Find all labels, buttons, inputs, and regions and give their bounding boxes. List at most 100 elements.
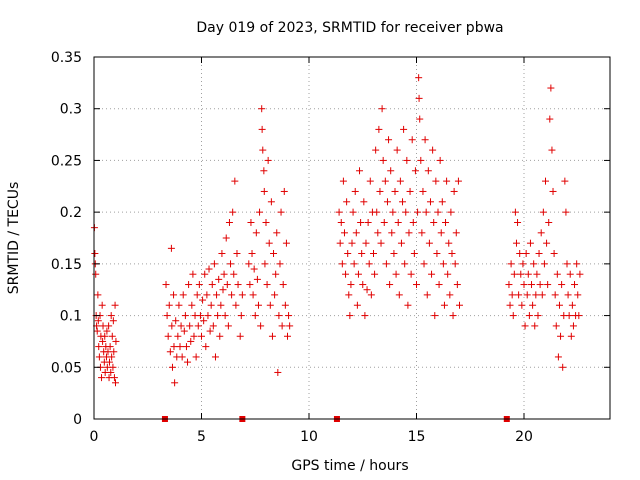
data-point	[508, 291, 516, 299]
data-point	[351, 187, 359, 195]
data-point	[519, 260, 527, 268]
data-point	[349, 208, 357, 216]
data-point	[252, 229, 260, 237]
data-point	[223, 281, 231, 289]
data-point	[569, 322, 577, 330]
data-point	[367, 291, 375, 299]
data-point	[370, 250, 377, 258]
y-tick-label: 0.25	[51, 153, 82, 169]
data-point	[431, 312, 439, 320]
data-point	[348, 239, 356, 247]
data-point	[545, 218, 553, 226]
data-point	[571, 281, 579, 289]
data-point	[176, 343, 184, 351]
data-point	[182, 343, 190, 351]
data-point	[286, 322, 294, 330]
data-point	[201, 270, 209, 278]
data-point	[179, 291, 187, 299]
data-point	[562, 208, 570, 216]
data-point	[336, 239, 344, 247]
data-point	[413, 281, 420, 289]
data-point	[210, 260, 218, 268]
data-point	[98, 374, 106, 382]
data-point	[338, 260, 346, 268]
data-point	[387, 167, 395, 175]
data-point	[419, 187, 427, 195]
data-point	[400, 125, 408, 133]
data-point	[526, 239, 534, 247]
data-point	[222, 234, 230, 242]
data-point	[454, 177, 462, 185]
data-point	[361, 312, 369, 320]
data-point	[262, 218, 270, 226]
data-point	[346, 312, 354, 320]
data-point	[233, 250, 241, 258]
data-point	[424, 167, 432, 175]
data-point	[548, 146, 556, 154]
data-point	[284, 332, 291, 340]
data-point	[276, 260, 284, 268]
data-point	[257, 322, 265, 330]
data-point	[91, 250, 99, 258]
data-point	[225, 218, 233, 226]
data-point	[416, 115, 424, 123]
data-point	[538, 291, 546, 299]
data-point	[393, 146, 401, 154]
data-point	[423, 291, 431, 299]
data-point	[539, 208, 547, 216]
data-point	[365, 260, 373, 268]
data-point	[345, 291, 353, 299]
data-point	[285, 312, 293, 320]
data-point	[439, 260, 447, 268]
data-point	[200, 317, 208, 325]
data-point	[505, 281, 513, 289]
data-point	[108, 353, 116, 361]
data-point	[374, 229, 382, 237]
data-point	[568, 301, 576, 309]
data-point	[281, 301, 289, 309]
data-point	[389, 208, 397, 216]
data-point	[220, 270, 228, 278]
data-point	[451, 260, 459, 268]
data-point	[93, 327, 101, 335]
data-point	[180, 327, 188, 335]
data-point	[198, 332, 205, 340]
data-point	[409, 218, 417, 226]
data-point	[379, 156, 387, 164]
data-point	[168, 322, 176, 330]
data-point	[107, 312, 115, 320]
data-point	[208, 281, 216, 289]
data-point	[418, 229, 426, 237]
data-point	[415, 94, 423, 102]
y-tick-label: 0	[73, 412, 82, 428]
data-point	[543, 239, 551, 247]
data-point	[215, 275, 223, 283]
data-point	[263, 281, 271, 289]
data-point	[546, 115, 554, 123]
data-point	[170, 291, 178, 299]
data-point	[574, 291, 582, 299]
data-point	[165, 301, 173, 309]
data-point	[339, 177, 347, 185]
data-point	[353, 301, 361, 309]
data-point	[573, 260, 581, 268]
chart-title: Day 019 of 2023, SRMTID for receiver pbw…	[196, 20, 503, 36]
data-point	[385, 136, 393, 144]
data-point	[186, 322, 194, 330]
data-point	[554, 353, 562, 361]
data-point	[456, 301, 463, 309]
data-point	[523, 291, 531, 299]
data-point	[219, 286, 227, 294]
data-point	[534, 312, 542, 320]
data-point	[558, 281, 566, 289]
data-point	[184, 358, 192, 366]
data-point	[246, 281, 254, 289]
data-point	[259, 146, 267, 154]
data-point	[266, 301, 274, 309]
data-point	[442, 218, 450, 226]
data-point	[92, 270, 100, 278]
data-point	[94, 291, 102, 299]
data-point	[563, 260, 571, 268]
data-point	[448, 250, 456, 258]
